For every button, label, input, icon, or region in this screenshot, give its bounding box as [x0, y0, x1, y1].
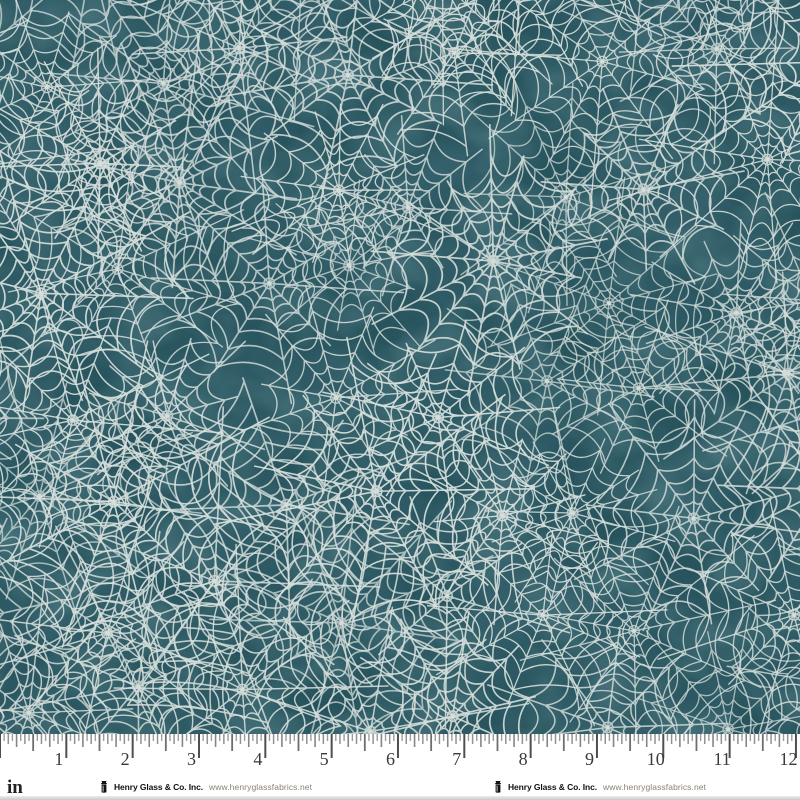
spiderweb-center: [333, 395, 339, 400]
spiderweb-center: [641, 187, 646, 192]
spiderweb: [404, 410, 609, 626]
henry-glass-logo-icon: [101, 780, 107, 793]
spiderweb-center: [436, 415, 441, 420]
spiderweb-center: [267, 281, 272, 286]
spiderweb-center: [368, 729, 373, 734]
spiderweb-center: [691, 516, 696, 521]
spiderweb: [360, 610, 537, 734]
ruler-number: 10: [647, 749, 665, 769]
fabric-swatch: [0, 0, 800, 734]
spiderweb: [0, 0, 191, 110]
spiderweb: [519, 505, 777, 734]
spiderweb-pattern: [0, 0, 800, 734]
brand-name: Henry Glass & Co. Inc.: [508, 781, 597, 792]
ruler-number: 12: [779, 749, 797, 769]
spiderweb: [217, 0, 494, 226]
ruler-number: 1: [54, 749, 63, 769]
spiderweb-center: [714, 46, 719, 51]
ruler-number: 7: [452, 749, 461, 769]
spiderweb: [0, 150, 245, 410]
spiderweb-center: [544, 379, 550, 384]
spiderweb-center: [500, 513, 505, 518]
brand-website: www.henryglassfabrics.net: [602, 781, 707, 792]
fabric-canvas: [0, 0, 800, 734]
spiderweb-center: [452, 50, 457, 55]
henry-glass-logo-icon: [495, 780, 501, 793]
spiderweb-center: [374, 489, 379, 494]
selvage-branding: Henry Glass & Co. Inc. www.henryglassfab…: [494, 780, 706, 793]
ruler-number: 5: [320, 749, 329, 769]
spiderweb: [113, 543, 389, 734]
spiderweb-center: [346, 263, 352, 268]
spiderweb-center: [791, 612, 797, 618]
spiderweb-center: [115, 266, 120, 271]
selvage-branding: Henry Glass & Co. Inc. www.henryglassfab…: [100, 780, 312, 793]
spiderweb-center: [240, 687, 245, 692]
spiderweb: [322, 319, 561, 528]
spiderweb: [484, 410, 676, 605]
ruler-number: 2: [121, 749, 130, 769]
spiderweb-center: [600, 59, 605, 64]
spiderweb-center: [345, 72, 351, 78]
spiderweb-center: [70, 418, 75, 423]
spiderweb-center: [632, 628, 637, 634]
spiderweb-center: [450, 714, 455, 719]
spiderweb: [426, 529, 668, 727]
spiderweb: [671, 0, 800, 164]
spiderweb-center: [136, 684, 141, 689]
ruler-number: 8: [519, 749, 528, 769]
ruler-ticks: 1 2 3 4 5 6 7 8 9 10 11 12: [0, 734, 797, 769]
ruler-number: 9: [585, 749, 594, 769]
spiderweb-center: [237, 46, 242, 51]
spiderweb: [247, 179, 434, 356]
ruler-number: 11: [713, 749, 730, 769]
spiderweb-center: [765, 157, 770, 162]
ruler-number: 6: [386, 749, 395, 769]
spiderweb-center: [165, 413, 170, 418]
spiderweb-center: [605, 725, 610, 730]
spiderweb: [0, 340, 287, 670]
spiderweb: [381, 0, 562, 157]
spiderweb-center: [726, 727, 731, 732]
spiderweb: [127, 0, 348, 194]
bottom-border: [0, 796, 800, 800]
spiderweb: [442, 248, 666, 513]
spiderweb-center: [26, 710, 31, 715]
spiderweb: [56, 30, 298, 303]
brand-website: www.henryglassfabrics.net: [208, 781, 313, 792]
ruler-number: 3: [187, 749, 196, 769]
brand-name: Henry Glass & Co. Inc.: [114, 781, 203, 792]
spiderweb-center: [606, 301, 612, 306]
spiderweb-center: [570, 510, 575, 516]
spiderweb: [726, 606, 800, 734]
spiderweb-center: [445, 593, 450, 599]
ruler-number: 4: [253, 749, 262, 769]
spiderweb: [557, 0, 741, 91]
spiderweb: [664, 0, 794, 51]
ruler-unit-label: in: [7, 777, 23, 798]
spiderweb: [638, 612, 800, 734]
ruler: 1 2 3 4 5 6 7 8 9 10 11 12 in Henry Glass & Co. Inc…: [0, 734, 800, 800]
spiderweb: [717, 386, 800, 580]
spiderweb: [606, 0, 800, 284]
spiderweb: [347, 496, 571, 728]
spiderweb: [73, 406, 381, 734]
spiderweb-center: [636, 386, 641, 391]
spiderweb-center: [161, 81, 166, 86]
spiderweb-center: [177, 180, 182, 185]
